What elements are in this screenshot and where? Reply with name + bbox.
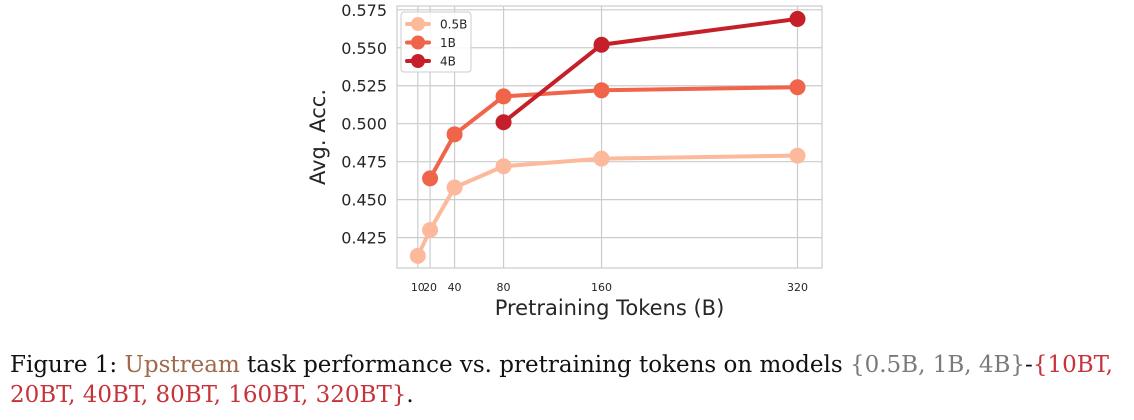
- y-axis-title: Avg. Acc.: [306, 89, 330, 185]
- data-point-4b: [495, 114, 512, 131]
- data-point-4b: [789, 10, 806, 27]
- series-line-4b: [501, 16, 800, 125]
- data-point-0-5b: [593, 150, 610, 167]
- x-tick-label: 20: [423, 281, 437, 294]
- caption-dash: -: [1025, 352, 1033, 378]
- legend-label-1b: 1B: [440, 36, 456, 50]
- x-tick-label: 40: [448, 281, 462, 294]
- y-tick-label: 0.475: [341, 153, 387, 172]
- legend-label-4b: 4B: [440, 55, 456, 69]
- figure-caption: Figure 1: Upstream task performance vs. …: [10, 350, 1130, 410]
- data-point-4b: [593, 36, 610, 53]
- series-line-1b: [428, 85, 800, 181]
- x-tick-label: 10: [411, 281, 425, 294]
- legend-marker-4b: [411, 54, 425, 68]
- data-point-0-5b: [446, 179, 463, 196]
- x-axis-title: Pretraining Tokens (B): [495, 296, 725, 320]
- x-tick-label: 160: [591, 281, 612, 294]
- y-tick-label: 0.500: [341, 115, 387, 134]
- data-point-1b: [422, 170, 439, 187]
- caption-end: .: [406, 382, 414, 408]
- x-tick-label: 80: [497, 281, 511, 294]
- caption-middle: task performance vs. pretraining tokens …: [239, 352, 850, 378]
- data-point-1b: [789, 79, 806, 96]
- plot-frame: [396, 5, 823, 269]
- caption-tokens: {10BT, 20BT, 40BT, 80BT, 160BT, 320BT}: [10, 352, 1113, 408]
- y-tick-label: 0.575: [341, 1, 387, 20]
- data-point-0-5b: [495, 158, 512, 175]
- caption-upstream: Upstream: [124, 352, 240, 378]
- series-layer: [409, 10, 806, 264]
- data-point-1b: [495, 88, 512, 105]
- data-point-1b: [593, 82, 610, 99]
- y-tick-label: 0.550: [341, 39, 387, 58]
- legend-marker-1b: [411, 35, 425, 50]
- y-tick-label: 0.425: [341, 229, 387, 248]
- data-point-0-5b: [422, 222, 439, 239]
- legend-marker-0-5b: [411, 17, 425, 31]
- legend: 0.5B 1B 4B: [400, 11, 472, 73]
- caption-prefix: Figure 1:: [10, 352, 125, 378]
- y-tick-label: 0.525: [341, 77, 387, 96]
- caption-models: {0.5B, 1B, 4B}: [849, 352, 1026, 378]
- data-point-1b: [446, 126, 463, 143]
- x-tick-label: 320: [787, 281, 808, 294]
- y-tick-label: 0.450: [341, 191, 387, 210]
- data-point-0-5b: [409, 247, 426, 264]
- data-point-0-5b: [789, 147, 806, 164]
- legend-label-0-5b: 0.5B: [440, 18, 467, 32]
- series-line-0-5b: [415, 153, 800, 258]
